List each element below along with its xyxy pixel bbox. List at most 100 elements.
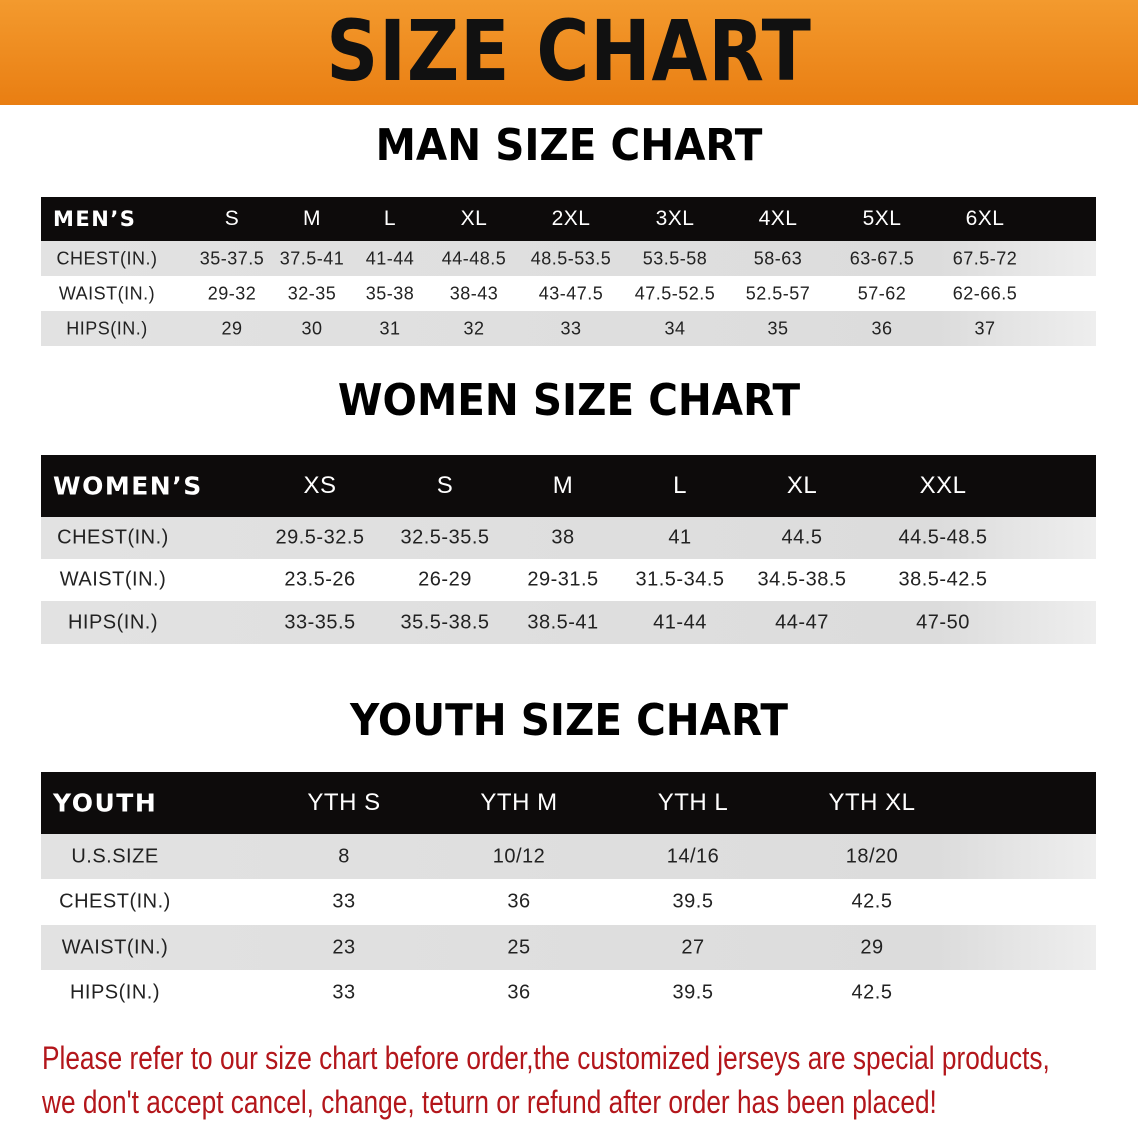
size-value-cell: 26-29 [418,568,472,591]
size-value-cell: 41-44 [653,611,707,633]
size-value-cell: 27 [681,936,705,958]
size-value-cell: 52.5-57 [745,283,811,303]
table-row: HIPS(IN.) 29 30 31 32 33 34 35 36 37 [41,311,1096,346]
size-header-cell: 5XL [862,207,902,230]
size-chart-banner: SIZE CHART [0,0,1138,105]
size-value-cell: 33 [332,890,356,913]
size-value-cell: 18/20 [845,845,899,867]
table-header-row: YOUTH YTH S YTH M YTH L YTH XL [41,772,1096,834]
men-section-title: MAN SIZE CHART [375,120,763,171]
banner-title: SIZE CHART [326,2,812,100]
size-value-cell: 38 [551,526,575,549]
size-value-cell: 47.5-52.5 [634,283,716,303]
size-value-cell: 31.5-34.5 [635,568,725,591]
size-value-cell: 23 [332,936,356,958]
size-header-cell: XS [303,472,337,499]
measurement-label: WAIST(IN.) [61,936,169,958]
size-value-cell: 32 [463,318,485,338]
size-header-cell: YTH S [307,789,381,816]
measurement-label: HIPS(IN.) [66,318,148,338]
size-header-cell: S [436,472,454,499]
size-value-cell: 10/12 [492,845,546,867]
size-value-cell: 42.5 [851,981,893,1003]
size-value-cell: 35-37.5 [199,248,265,268]
size-value-cell: 36 [871,318,893,338]
size-value-cell: 58-63 [753,248,803,268]
size-header-cell: M [303,207,321,230]
measurement-label: HIPS(IN.) [69,981,161,1003]
table-row: CHEST(IN.) 33 36 39.5 42.5 [41,879,1096,925]
size-header-cell: M [552,472,574,499]
size-header-cell: YTH L [657,789,729,816]
table-title-cell: YOUTH [53,788,158,818]
size-value-cell: 57-62 [857,283,907,303]
size-value-cell: 39.5 [672,981,714,1003]
measurement-label: WAIST(IN.) [58,283,156,303]
table-header-row: MEN’S S M L XL 2XL 3XL 4XL 5XL 6XL [41,197,1096,241]
size-value-cell: 29-32 [207,283,257,303]
table-row: HIPS(IN.) 33 36 39.5 42.5 [41,970,1096,1015]
table-row: HIPS(IN.) 33-35.5 35.5-38.5 38.5-41 41-44 44-… [41,601,1096,644]
size-value-cell: 34 [664,318,686,338]
size-header-cell: XL [460,207,488,230]
size-value-cell: 38.5-41 [527,611,599,633]
size-value-cell: 48.5-53.5 [530,248,612,268]
size-value-cell: 53.5-58 [642,248,708,268]
size-value-cell: 36 [507,981,531,1003]
size-value-cell: 44.5-48.5 [898,526,988,549]
size-value-cell: 44-48.5 [441,248,507,268]
size-value-cell: 29 [221,318,243,338]
size-value-cell: 42.5 [851,890,893,913]
women-section-title: WOMEN SIZE CHART [337,375,801,426]
table-title-cell: MEN’S [53,207,137,231]
size-header-cell: XL [786,472,818,499]
size-header-cell: 2XL [551,207,591,230]
measurement-label: CHEST(IN.) [59,890,171,913]
men-size-table: MEN’S S M L XL 2XL 3XL 4XL 5XL 6XL CHEST(IN.) 35-37… [41,197,1096,346]
size-header-cell: YTH M [480,789,558,816]
size-value-cell: 38.5-42.5 [898,568,988,591]
size-value-cell: 62-66.5 [952,283,1018,303]
measurement-label: CHEST(IN.) [56,248,158,268]
size-value-cell: 23.5-26 [284,568,356,591]
size-value-cell: 44.5 [781,526,823,549]
table-row: WAIST(IN.) 23 25 27 29 [41,925,1096,970]
size-value-cell: 33 [332,981,356,1003]
size-value-cell: 63-67.5 [849,248,915,268]
size-value-cell: 36 [507,890,531,913]
size-value-cell: 35-38 [365,283,415,303]
size-value-cell: 34.5-38.5 [757,568,847,591]
measurement-label: WAIST(IN.) [59,568,167,591]
size-header-cell: L [383,207,397,230]
table-row: CHEST(IN.) 29.5-32.5 32.5-35.5 38 41 44.5 44.5… [41,517,1096,559]
measurement-label: CHEST(IN.) [57,526,169,549]
size-value-cell: 35 [767,318,789,338]
table-row: WAIST(IN.) 23.5-26 26-29 29-31.5 31.5-34.5 34… [41,559,1096,601]
size-header-cell: YTH XL [828,789,916,816]
order-notice-line-2: we don't accept cancel, change, teturn o… [42,1084,937,1120]
size-header-cell: 3XL [655,207,695,230]
size-value-cell: 37.5-41 [279,248,345,268]
size-value-cell: 14/16 [666,845,720,867]
size-value-cell: 47-50 [916,611,970,633]
youth-section-title: YOUTH SIZE CHART [350,695,788,746]
size-value-cell: 29.5-32.5 [275,526,365,549]
size-value-cell: 33 [560,318,582,338]
order-notice: Please refer to our size chart before or… [42,1036,1138,1124]
size-value-cell: 29-31.5 [527,568,599,591]
size-value-cell: 32.5-35.5 [400,526,490,549]
size-header-cell: 4XL [758,207,798,230]
size-value-cell: 38-43 [449,283,499,303]
size-value-cell: 8 [338,845,350,867]
order-notice-line-1: Please refer to our size chart before or… [42,1040,1050,1076]
size-value-cell: 43-47.5 [538,283,604,303]
size-value-cell: 37 [974,318,996,338]
size-value-cell: 41-44 [365,248,415,268]
table-title-cell: WOMEN’S [53,471,203,501]
size-value-cell: 41 [668,526,692,549]
women-size-table: WOMEN’S XS S M L XL XXL CHEST(IN.) 29.5-32.5 32.5… [41,455,1096,644]
table-row: U.S.SIZE 8 10/12 14/16 18/20 [41,834,1096,879]
size-value-cell: 44-47 [775,611,829,633]
size-value-cell: 39.5 [672,890,714,913]
size-value-cell: 30 [301,318,323,338]
